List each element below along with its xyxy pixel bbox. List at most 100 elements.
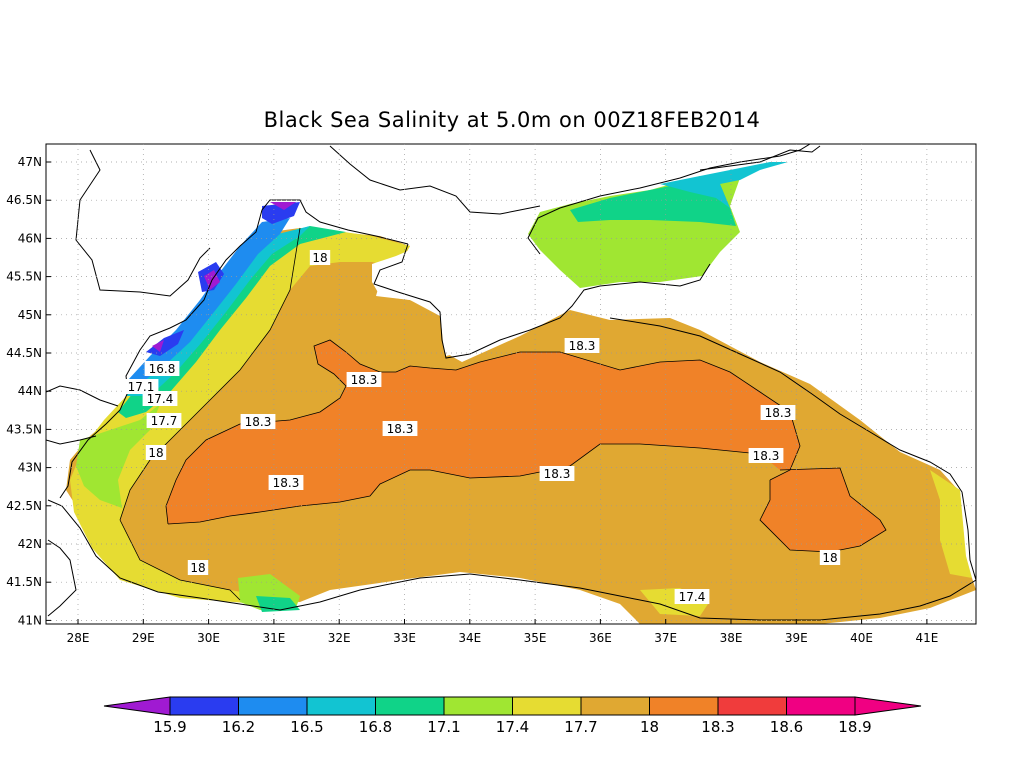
contour-label: 16.8 [149,362,176,376]
lon-tick-label: 38E [720,631,743,645]
lat-tick-label: 46N [18,231,42,245]
south-coast-fill-17-7 [640,470,972,616]
contour-label-bg [309,250,331,265]
contour-label: 17.1 [128,380,155,394]
lon-tick-label: 33E [393,631,416,645]
land-interior-5 [46,435,97,445]
contour-label-bg [123,379,159,394]
lat-tick-label: 41N [18,613,42,627]
contour-label: 18.3 [245,415,272,429]
shelf-fill-16-2 [146,202,300,356]
contour-label: 18.3 [544,467,571,481]
contour-label-bg [142,391,178,406]
coast-bosporus [47,539,77,617]
map-title: Black Sea Salinity at 5.0m on 00Z18FEB20… [263,108,761,132]
colorbar-segment [375,696,445,716]
lon-tick-label: 39E [785,631,808,645]
colorbar-label: 18 [640,718,659,736]
colorbar-label: 17.4 [496,718,529,736]
contour-label: 18.3 [753,449,780,463]
colorbar-segment [306,696,376,716]
colorbar-segment [512,696,582,716]
contour-label: 18 [312,251,327,265]
lat-tick-label: 44.5N [6,346,42,360]
contour-18-3-east [759,467,887,553]
contour-label: 18 [822,551,837,565]
colorbar-segment [443,696,513,716]
colorbar-label: 17.1 [427,718,460,736]
land-interior-4 [46,385,119,407]
crimea-land [372,234,580,356]
contour-label-bg [674,589,710,604]
lon-tick-label: 30E [197,631,220,645]
contour-label: 18.3 [351,373,378,387]
contour-label-bg [760,405,796,420]
lat-tick-label: 43.5N [6,422,42,436]
contour-label: 18 [190,561,205,575]
contour-label-bg [819,550,841,565]
colorbar-arrow-low [103,696,171,716]
map-frame [45,143,977,625]
land-interior-3 [699,145,821,171]
contour-label-bg [539,466,575,481]
coast-azov [527,144,811,255]
contour-label: 17.7 [151,414,178,428]
colorbar-segment [169,696,239,716]
contour-label: 17.4 [147,392,174,406]
lat-tick-label: 44N [18,384,42,398]
axis-ticks: 28E 29E 30E 31E 32E 33E 34E 35E 36E 37E 38E 39E 40E 4… [6,155,938,645]
lon-tick-label: 40E [850,631,873,645]
lon-tick-label: 31E [262,631,285,645]
lon-tick-label: 34E [458,631,481,645]
contour-label: 18.3 [765,406,792,420]
colorbar-label: 18.3 [701,718,734,736]
lat-tick-label: 41.5N [6,575,42,589]
lon-tick-label: 35E [524,631,547,645]
coast-south [47,499,976,621]
contour-label-bg [564,338,600,353]
lat-tick-label: 43N [18,461,42,475]
lat-tick-label: 42N [18,537,42,551]
graticule [46,144,976,624]
coast-caucasus [609,317,976,581]
lat-tick-label: 45.5N [6,270,42,284]
colorbar-segment [580,696,650,716]
coastal-fill-17-4 [76,404,160,508]
colorbar-label: 18.9 [838,718,871,736]
colorbar-segment [717,696,787,716]
contour-label-bg [240,414,276,429]
lat-tick-label: 45N [18,308,42,322]
contour-label-bg [144,361,180,376]
colorbar-label: 16.2 [222,718,255,736]
lon-tick-label: 36E [589,631,612,645]
colorbar-segment [786,696,856,716]
contour-label-bg [346,372,382,387]
colorbar-label: 18.6 [770,718,803,736]
colorbar-label: 16.5 [290,718,323,736]
contour-label: 18.3 [387,422,414,436]
contour-label: 17.4 [679,590,706,604]
contour-18-outer [119,227,301,601]
colorbar: 15.9 16.2 16.5 16.8 17.1 17.4 17.7 18 18.3 18.6 18… [103,696,922,736]
interior-fill-18-3 [166,340,886,552]
colorbar-segment [649,696,719,716]
lat-tick-label: 46.5N [6,193,42,207]
contour-label-bg [145,445,167,460]
lat-tick-label: 42.5N [6,499,42,513]
contour-label-bg [146,413,182,428]
contour-label: 18.3 [273,476,300,490]
azov-fill-17-1 [660,162,788,208]
land-interior-1 [75,149,211,297]
colorbar-segment [238,696,308,716]
contour-label-bg [748,448,784,463]
colorbar-label: 17.7 [564,718,597,736]
contour-label-bg [382,421,418,436]
lon-tick-label: 37E [654,631,677,645]
lon-tick-label: 28E [67,631,90,645]
contour-label-bg [268,475,304,490]
colorbar-label: 16.8 [359,718,392,736]
salinity-fill [66,162,976,624]
contour-label-bg [187,560,209,575]
